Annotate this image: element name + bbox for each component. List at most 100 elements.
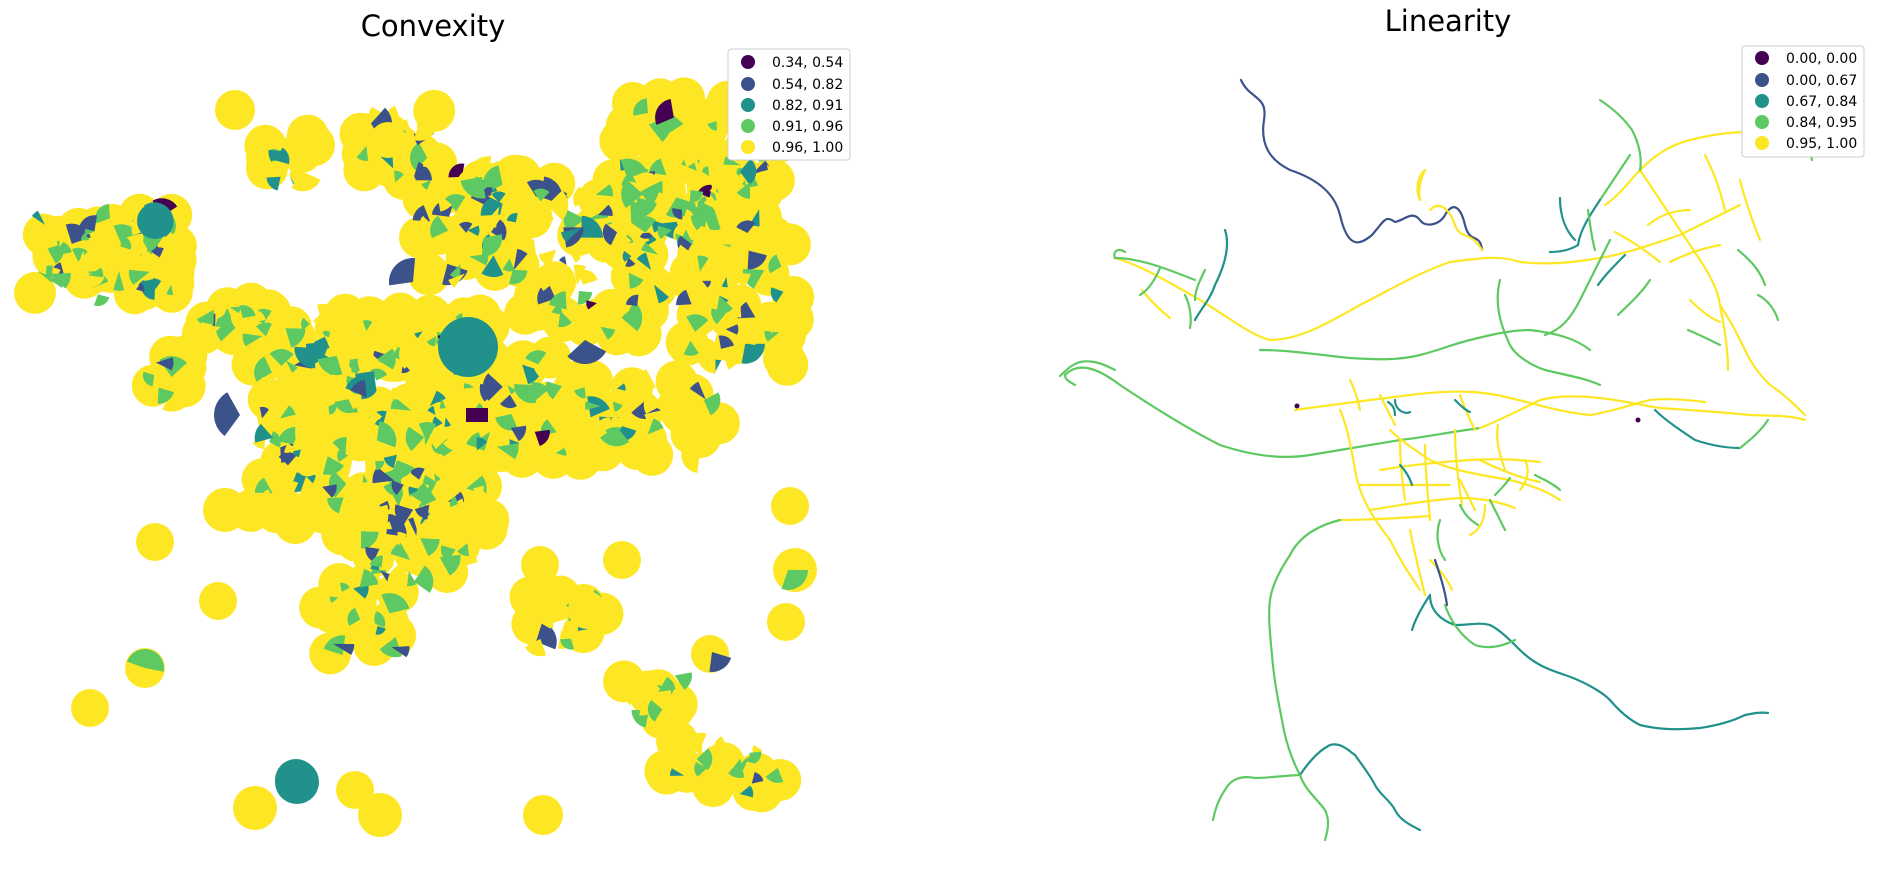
street-segment — [1193, 268, 1207, 302]
convexity-cell — [254, 423, 274, 443]
street-segment — [1496, 423, 1507, 472]
convexity-cell — [430, 215, 449, 239]
convexity-buffer — [521, 546, 559, 584]
convexity-cell — [731, 305, 742, 318]
convexity-cell — [275, 161, 287, 178]
convexity-cell — [508, 269, 528, 285]
convexity-cell — [689, 381, 706, 400]
linearity-legend-label-2: 0.00, 0.67 — [1786, 73, 1857, 89]
convexity-cell — [323, 619, 337, 629]
convexity-cell — [658, 676, 676, 692]
convexity-cell — [770, 287, 784, 303]
convexity-cell — [171, 358, 187, 368]
convexity-cell — [457, 543, 470, 557]
convexity-cell — [538, 249, 557, 267]
convexity-cell — [350, 380, 367, 398]
convexity-cell — [448, 210, 464, 228]
convexity-cell — [280, 481, 299, 495]
convexity-cell — [506, 213, 518, 223]
convexity-cell — [398, 448, 425, 468]
convexity-cell — [684, 175, 701, 190]
convexity-cell — [530, 382, 549, 402]
convexity-cell — [698, 241, 713, 254]
convexity-cell — [560, 439, 582, 459]
convexity-cell — [735, 273, 751, 289]
convexity-cell — [696, 748, 713, 771]
street-segment — [1613, 230, 1662, 264]
convexity-cell — [698, 288, 710, 300]
convexity-cell — [639, 229, 653, 239]
convexity-cell — [354, 332, 371, 354]
convexity-cell — [397, 531, 407, 546]
convexity-cell — [273, 366, 287, 379]
convexity-cell — [587, 203, 600, 216]
convexity-cell — [522, 239, 537, 255]
convexity-cell — [457, 463, 468, 479]
convexity-cell — [328, 403, 337, 415]
convexity-buffer — [568, 591, 606, 629]
convexity-cell — [758, 229, 780, 248]
convexity-cell — [142, 253, 157, 267]
street-segment — [1063, 373, 1077, 387]
convexity-cell — [239, 305, 256, 318]
street-segment — [1398, 463, 1414, 487]
street-segment — [1496, 278, 1602, 387]
convexity-cell — [275, 759, 317, 801]
street-segment — [1183, 293, 1192, 330]
convexity-cell — [406, 571, 417, 587]
convexity-buffer — [501, 435, 544, 478]
convexity-cell — [375, 460, 385, 471]
convexity-cell — [547, 190, 569, 221]
convexity-cell — [625, 294, 639, 307]
convexity-cell — [390, 397, 412, 411]
convexity-cell — [681, 439, 694, 450]
convexity-cell — [362, 320, 373, 331]
convexity-cell — [591, 428, 605, 445]
convexity-cell — [721, 777, 738, 797]
convexity-cell — [600, 326, 615, 340]
convexity-cell — [610, 235, 632, 250]
convexity-cell — [649, 440, 666, 453]
convexity-cell — [560, 638, 575, 650]
convexity-cell — [689, 190, 704, 203]
convexity-cell — [674, 672, 692, 690]
convexity-cell — [166, 258, 182, 274]
convexity-cell — [732, 260, 741, 269]
street-segment — [1596, 253, 1627, 287]
convexity-buffer — [767, 603, 805, 641]
convexity-cell — [776, 222, 793, 245]
convexity-cell — [616, 383, 626, 391]
convexity-cell — [359, 569, 379, 588]
street-segment — [1408, 528, 1427, 597]
convexity-cell — [105, 230, 118, 246]
convexity-cell — [534, 429, 550, 446]
convexity-cell — [436, 506, 456, 520]
convexity-cell — [386, 306, 404, 327]
convexity-cell — [434, 473, 441, 482]
linearity-legend-marker-3 — [1755, 94, 1769, 108]
convexity-cell — [700, 792, 709, 804]
street-segment — [1428, 593, 1770, 731]
convexity-cell — [387, 563, 408, 593]
convexity-cell — [448, 273, 465, 288]
convexity-cell — [266, 325, 277, 341]
convexity-cell — [357, 346, 380, 376]
convexity-cell — [749, 751, 762, 765]
convexity-cell — [333, 643, 355, 655]
street-segment — [1688, 298, 1722, 324]
convexity-cell — [186, 374, 196, 386]
street-segment — [1603, 168, 1642, 207]
convexity-cell — [460, 176, 486, 199]
convexity-cell — [372, 611, 386, 628]
convexity-buffer — [293, 124, 335, 167]
convexity-cell — [313, 313, 342, 332]
convexity-cell — [372, 467, 395, 484]
convexity-cell — [681, 450, 700, 473]
convexity-cell — [759, 171, 769, 182]
convexity-cell — [254, 477, 273, 494]
convexity-cell — [266, 176, 281, 191]
convexity-cell — [432, 237, 450, 249]
convexity-legend-label-1: 0.34, 0.54 — [772, 55, 843, 71]
street-segment — [1388, 428, 1562, 502]
convexity-cell — [518, 445, 531, 456]
